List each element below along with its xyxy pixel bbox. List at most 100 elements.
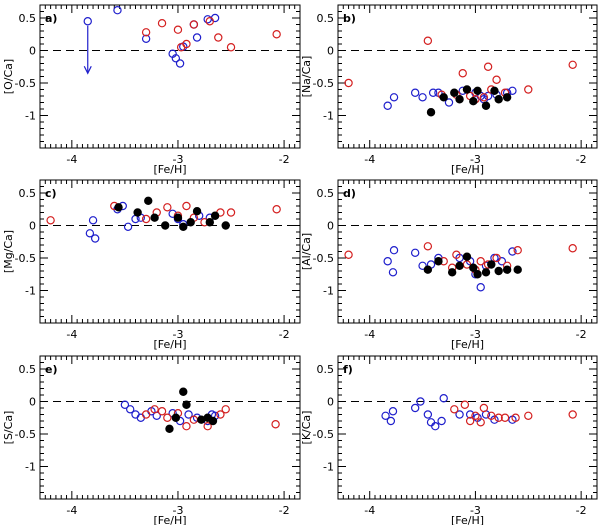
red-open-marker — [163, 203, 172, 212]
blue-open-marker — [455, 410, 464, 419]
y-tick-label: -0.5 — [313, 77, 334, 90]
blue-open-marker — [389, 245, 399, 255]
x-tick-label: -4 — [364, 328, 375, 341]
filled-marker — [423, 265, 433, 274]
red-open-marker — [479, 403, 489, 413]
y-tick-label: -1 — [25, 110, 36, 123]
y-tick-label: -0.5 — [15, 77, 36, 90]
y-tick-label: -0.5 — [313, 428, 334, 441]
filled-marker — [426, 108, 436, 117]
upper-limit-arrow-head — [83, 65, 92, 75]
blue-open-marker — [381, 411, 390, 420]
red-open-marker — [216, 410, 225, 419]
blue-open-marker — [192, 33, 202, 42]
blue-open-marker — [383, 101, 392, 110]
red-open-marker — [568, 60, 577, 70]
panel-label: d) — [343, 187, 356, 200]
x-tick-label: -2 — [576, 328, 587, 341]
filled-marker — [171, 413, 181, 422]
red-open-marker — [524, 85, 533, 94]
red-open-marker — [479, 93, 489, 102]
y-tick-label: -0.5 — [15, 428, 36, 441]
panel-f: -4 -3 -2 -1 -0.5 0 0.5 [Fe/H] [K/Ca] f) — [300, 355, 598, 525]
blue-open-marker — [428, 88, 438, 97]
red-open-marker — [458, 69, 467, 78]
red-open-marker — [483, 62, 493, 71]
y-tick-label: -0.5 — [313, 252, 334, 265]
red-open-marker — [471, 411, 480, 420]
x-tick-label: -4 — [364, 504, 375, 517]
y-tick-label: 0.5 — [317, 363, 335, 376]
y-tick-label: 0.5 — [19, 187, 37, 200]
blue-open-marker — [113, 5, 122, 15]
red-open-marker — [46, 216, 55, 225]
y-tick-label: -1 — [323, 461, 334, 474]
y-tick-label: -1 — [323, 110, 334, 123]
red-open-marker — [226, 208, 236, 217]
x-tick-label: -3 — [470, 153, 481, 166]
y-tick-label: -1 — [25, 461, 36, 474]
filled-marker — [447, 268, 457, 277]
blue-open-marker — [508, 86, 517, 96]
filled-marker — [502, 265, 512, 274]
red-open-marker — [524, 411, 533, 420]
blue-open-marker — [136, 413, 146, 422]
filled-marker — [133, 208, 142, 217]
filled-marker — [502, 93, 512, 102]
filled-marker — [144, 196, 153, 205]
red-open-marker — [163, 413, 172, 422]
blue-open-marker — [171, 54, 181, 63]
filled-marker — [165, 424, 174, 433]
data-layer — [381, 394, 577, 431]
filled-marker — [186, 218, 195, 227]
blue-open-marker — [423, 410, 433, 419]
plot-frame — [39, 4, 301, 149]
x-tick-label: -2 — [279, 328, 290, 341]
red-open-marker — [423, 36, 433, 45]
x-tick-label: -3 — [172, 328, 183, 341]
filled-marker — [481, 268, 491, 277]
red-open-marker — [568, 244, 577, 253]
y-tick-label: 0 — [327, 220, 334, 233]
red-open-marker — [226, 43, 236, 52]
red-open-marker — [189, 20, 199, 29]
red-open-marker — [221, 405, 230, 414]
filled-marker — [205, 218, 214, 227]
filled-marker — [481, 101, 491, 110]
red-open-marker — [513, 245, 522, 255]
blue-open-marker — [431, 422, 440, 431]
red-open-marker — [157, 19, 167, 28]
red-open-marker — [157, 407, 167, 416]
blue-open-marker — [418, 261, 427, 270]
y-tick-label: 0.5 — [317, 187, 335, 200]
red-open-marker — [272, 205, 281, 214]
red-open-marker — [452, 250, 461, 259]
filled-marker — [473, 86, 482, 96]
red-open-marker — [203, 422, 212, 431]
data-layer — [344, 242, 577, 292]
filled-marker — [487, 260, 496, 269]
x-tick-label: -2 — [279, 504, 290, 517]
blue-open-marker — [483, 91, 493, 101]
red-open-marker — [500, 413, 510, 422]
blue-open-marker — [175, 59, 185, 68]
filled-marker — [114, 203, 123, 212]
panel-label: e) — [45, 363, 58, 376]
blue-open-marker — [184, 410, 193, 419]
filled-marker — [455, 261, 464, 270]
blue-open-marker — [388, 407, 398, 416]
blue-open-marker — [416, 397, 425, 406]
x-tick-label: -4 — [66, 328, 77, 341]
red-open-marker — [182, 422, 191, 431]
panel-d: -4 -3 -2 -1 -0.5 0 0.5 [Fe/H] [Al/Ca] d) — [300, 179, 598, 351]
red-open-marker — [492, 75, 501, 84]
panel-label: b) — [343, 12, 356, 25]
panel-b: -4 -3 -2 -1 -0.5 0 0.5 [Fe/H] [Na/Ca] b) — [300, 4, 598, 176]
blue-open-marker — [126, 405, 135, 414]
blue-open-marker — [476, 283, 485, 292]
blue-open-marker — [85, 229, 95, 238]
red-open-marker — [494, 413, 503, 422]
filled-marker — [221, 221, 230, 230]
x-axis-label: [Fe/H] — [451, 163, 484, 176]
